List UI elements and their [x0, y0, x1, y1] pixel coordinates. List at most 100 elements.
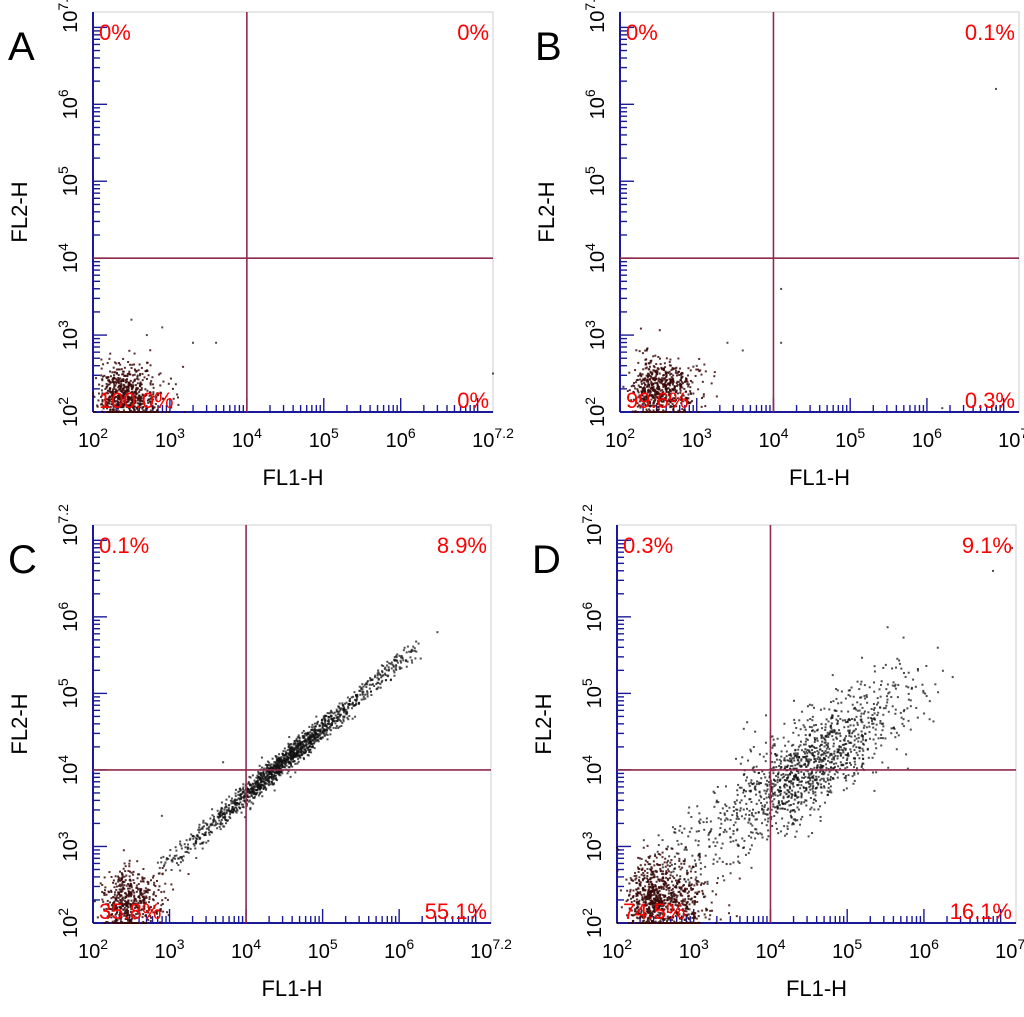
event-dot — [646, 376, 649, 379]
event-dot — [642, 378, 645, 381]
event-dot — [161, 867, 164, 870]
event-dot — [162, 855, 165, 858]
event-dot — [125, 405, 128, 408]
event-dot — [662, 383, 665, 386]
event-dot — [105, 903, 108, 906]
event-dot — [150, 909, 153, 912]
event-dot — [687, 397, 690, 400]
event-dot — [126, 391, 129, 394]
event-dot — [652, 395, 655, 398]
event-dot — [251, 787, 254, 790]
event-dot — [661, 856, 664, 859]
event-dot — [279, 759, 282, 762]
event-dot — [641, 387, 644, 390]
event-dot — [109, 408, 112, 411]
event-dot — [398, 666, 401, 669]
event-dot — [697, 915, 700, 918]
event-dots — [92, 318, 494, 413]
event-dot — [127, 361, 130, 364]
event-dot — [197, 828, 200, 831]
event-dot — [107, 376, 110, 379]
event-dot — [644, 349, 647, 352]
y-tick-label: 102 — [582, 397, 609, 427]
event-dot — [994, 87, 997, 90]
event-dot — [332, 712, 335, 715]
event-dot — [709, 914, 712, 917]
event-dot — [206, 824, 209, 827]
event-dot — [256, 774, 259, 777]
event-dot — [377, 677, 380, 680]
event-dot — [232, 807, 235, 810]
panel-label: B — [535, 25, 562, 69]
y-axis-label: FL2-H — [534, 181, 559, 242]
event-dot — [334, 727, 337, 730]
event-dot — [323, 734, 326, 737]
x-tick-label: 103 — [155, 936, 185, 963]
event-dot — [237, 793, 240, 796]
event-dot — [641, 392, 644, 395]
event-dot — [704, 895, 707, 898]
event-dot — [312, 738, 315, 741]
event-dot — [311, 733, 314, 736]
event-dot — [128, 411, 131, 413]
event-dot — [110, 890, 113, 893]
event-dot — [676, 392, 679, 395]
event-dot — [659, 863, 662, 866]
event-dot — [315, 715, 318, 718]
event-dot — [265, 778, 268, 781]
event-dot — [638, 400, 641, 403]
event-dot — [232, 809, 235, 812]
event-dot — [199, 836, 202, 839]
event-dot — [115, 885, 118, 888]
event-dot — [133, 917, 136, 920]
event-dot — [204, 822, 207, 825]
event-dot — [319, 733, 322, 736]
event-dot — [274, 765, 277, 768]
event-dot — [156, 408, 159, 411]
event-dot — [253, 785, 256, 788]
event-dot — [123, 390, 126, 393]
event-dot — [360, 686, 363, 689]
event-dot — [273, 765, 276, 768]
event-dot — [136, 877, 139, 880]
event-dot — [130, 908, 133, 911]
event-dot — [112, 392, 115, 395]
event-dot — [161, 902, 164, 905]
event-dot — [272, 777, 275, 780]
event-dot — [638, 350, 641, 353]
event-dot — [657, 844, 660, 847]
event-dot — [154, 411, 157, 413]
event-dot — [117, 896, 120, 899]
event-dot — [662, 409, 665, 412]
event-dot — [256, 780, 259, 783]
event-dot — [127, 406, 130, 409]
event-dot — [109, 396, 112, 399]
event-dot — [644, 367, 647, 370]
event-dot — [242, 783, 245, 786]
event-dot — [680, 380, 683, 383]
event-dot — [396, 659, 399, 662]
event-dot — [645, 374, 648, 377]
event-dot — [141, 916, 144, 919]
event-dot — [128, 903, 131, 906]
event-dot — [247, 782, 250, 785]
event-dot — [180, 847, 183, 850]
event-dot — [120, 905, 123, 908]
event-dot — [293, 746, 296, 749]
event-dot — [307, 749, 310, 752]
event-dot — [126, 908, 129, 911]
event-dot — [278, 771, 281, 774]
event-dot — [330, 723, 333, 726]
event-dot — [827, 759, 830, 762]
event-dot — [159, 909, 162, 912]
event-dot — [269, 764, 272, 767]
event-dot — [127, 400, 130, 403]
event-dot — [296, 753, 299, 756]
event-dot — [113, 384, 116, 387]
event-dot — [115, 382, 118, 385]
event-dot — [137, 398, 140, 401]
event-dot — [249, 783, 252, 786]
event-dot — [121, 873, 124, 876]
event-dot — [128, 887, 131, 890]
